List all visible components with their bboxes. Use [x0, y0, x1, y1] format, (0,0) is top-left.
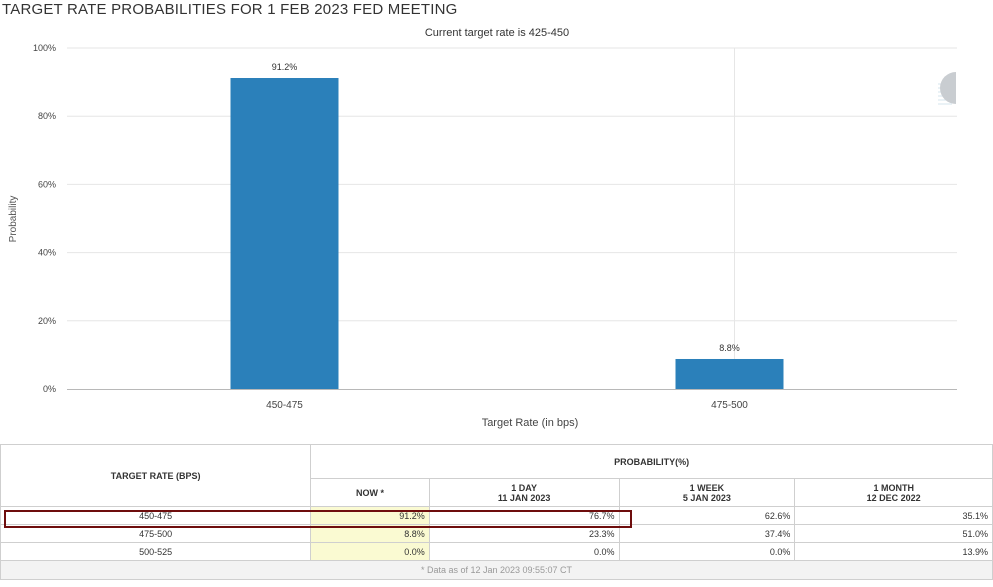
col-header-line2: 11 JAN 2023 [497, 492, 551, 503]
y-axis-ticks: 0% 20% 40% 60% 80% 100% [33, 43, 56, 394]
col-header-line1: NOW * [356, 487, 384, 498]
rate-cell: 450-475 [0, 506, 312, 525]
data-label: 8.8% [719, 343, 740, 353]
header-target-rate: TARGET RATE (BPS) [0, 444, 312, 507]
col-header-1-week: 1 WEEK 5 JAN 2023 [618, 478, 796, 507]
chart-svg: Current target rate is 425-450 0% 20% 40% 6… [8, 27, 957, 429]
bar-450-475[interactable] [230, 78, 339, 389]
value-cell: 23.3% [428, 524, 620, 543]
x-tick-label: 450-475 [266, 400, 303, 411]
y-tick-label: 60% [38, 179, 56, 189]
col-header-line2: 5 JAN 2023 [682, 492, 731, 503]
x-axis-title: Target Rate (in bps) [482, 417, 579, 429]
probability-table-container: TARGET RATE (BPS) PROBABILITY(%) NOW * 1… [0, 444, 993, 587]
rate-cell: 500-525 [0, 542, 312, 561]
value-cell: 35.1% [794, 506, 993, 525]
col-header-line2: 12 DEC 2022 [866, 492, 921, 503]
table-row: 475-500 8.8% 23.3% 37.4% 51.0% [0, 524, 993, 543]
value-cell: 13.9% [794, 542, 993, 561]
data-label: 91.2% [272, 62, 298, 72]
value-cell: 0.0% [618, 542, 796, 561]
value-cell: 51.0% [794, 524, 993, 543]
data-timestamp-footnote: * Data as of 12 Jan 2023 09:55:07 CT [0, 560, 993, 580]
y-axis-title: Probability [8, 196, 19, 243]
bar-475-500[interactable] [675, 358, 784, 389]
y-tick-label: 80% [38, 111, 56, 121]
col-header-line1: 1 MONTH [873, 482, 914, 493]
now-value-cell: 0.0% [310, 542, 430, 561]
table-row: 450-475 91.2% 76.7% 62.6% 35.1% [0, 506, 993, 525]
col-header-1-day: 1 DAY 11 JAN 2023 [428, 478, 620, 507]
probability-chart: Current target rate is 425-450 0% 20% 40% 6… [0, 20, 993, 440]
value-cell: 62.6% [618, 506, 796, 525]
col-header-1-month: 1 MONTH 12 DEC 2022 [794, 478, 993, 507]
now-value-cell: 8.8% [310, 524, 430, 543]
chart-gridlines [67, 47, 957, 389]
value-cell: 37.4% [618, 524, 796, 543]
y-tick-label: 40% [38, 248, 56, 258]
chart-scroll-handle-icon[interactable] [938, 70, 956, 118]
rate-cell: 475-500 [0, 524, 312, 543]
y-tick-label: 100% [33, 43, 56, 53]
y-tick-label: 0% [43, 384, 56, 394]
col-header-line1: 1 DAY [511, 482, 537, 493]
table-row: 500-525 0.0% 0.0% 0.0% 13.9% [0, 542, 993, 561]
chart-data-labels: 91.2% 8.8% [272, 62, 740, 353]
chart-bars [230, 78, 784, 389]
value-cell: 0.0% [428, 542, 620, 561]
page-title: TARGET RATE PROBABILITIES FOR 1 FEB 2023… [2, 1, 458, 18]
col-header-line1: 1 WEEK [689, 482, 725, 493]
y-tick-label: 20% [38, 316, 56, 326]
col-header-now: NOW * [310, 478, 430, 507]
x-axis-ticks: 450-475 475-500 [266, 400, 748, 411]
x-tick-label: 475-500 [711, 400, 748, 411]
value-cell: 76.7% [428, 506, 620, 525]
chart-subtitle: Current target rate is 425-450 [425, 27, 569, 39]
probability-table: TARGET RATE (BPS) PROBABILITY(%) NOW * 1… [0, 444, 993, 580]
header-probability: PROBABILITY(%) [310, 444, 993, 479]
now-value-cell: 91.2% [310, 506, 430, 525]
